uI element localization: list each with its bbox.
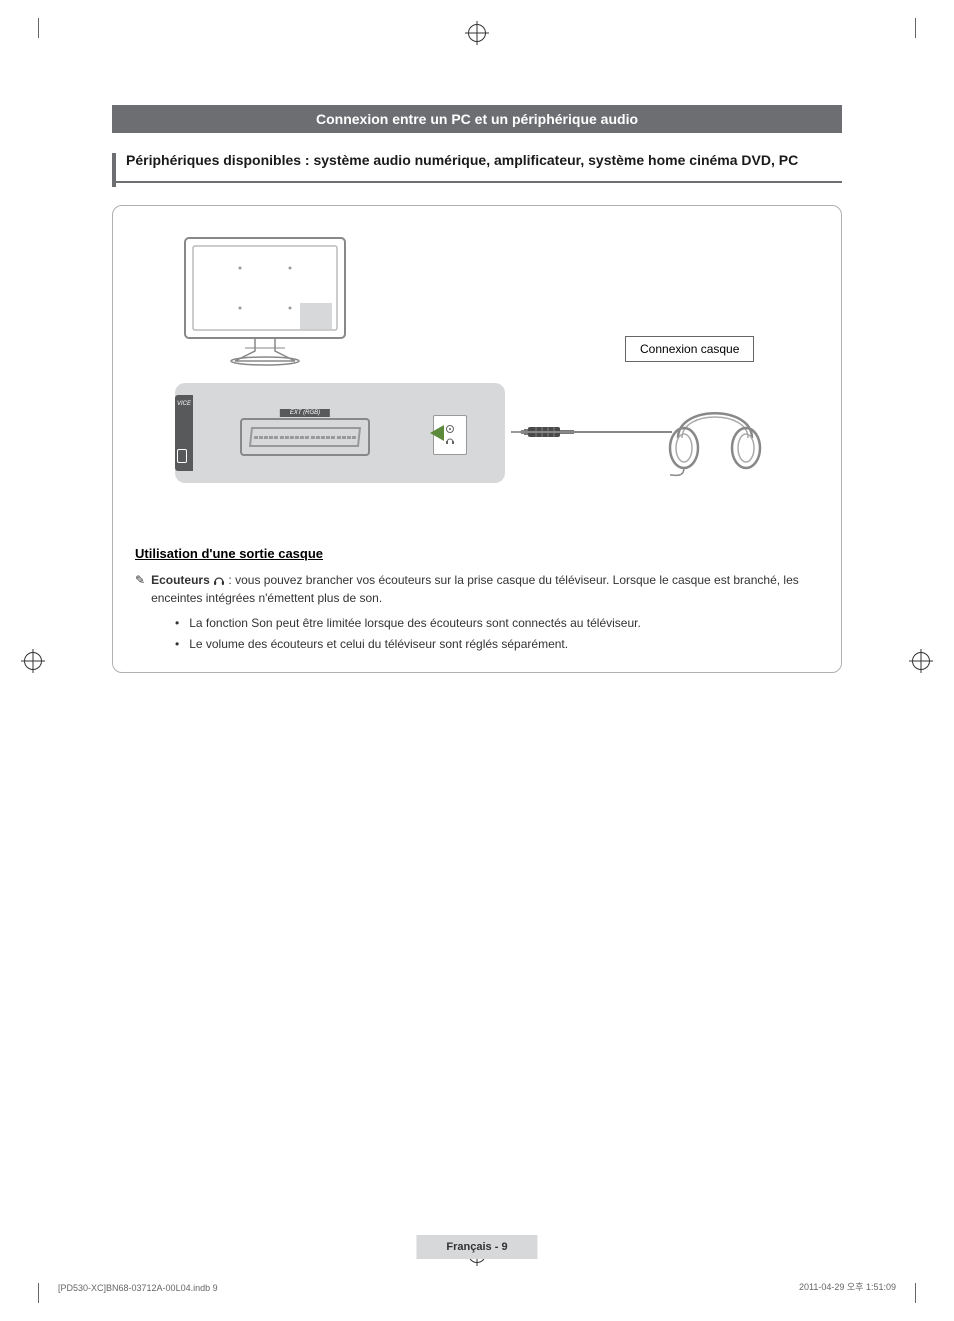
- cable-plug-icon: [511, 425, 579, 441]
- page-footer: Français - 9: [416, 1235, 537, 1259]
- note-text: Ecouteurs : vous pouvez brancher vos éco…: [151, 571, 819, 607]
- bullet-item: • La fonction Son peut être limitée lors…: [135, 613, 819, 633]
- note-line: ✎ Ecouteurs : vous pouvez brancher vos é…: [135, 571, 819, 607]
- panel-side-label: VICE: [177, 401, 191, 407]
- crop-mark: [896, 18, 916, 38]
- diagram-area: VICE EXT (RGB): [135, 228, 819, 538]
- tv-icon: [175, 233, 355, 373]
- note-icon: ✎: [135, 571, 145, 589]
- bullet-item: • Le volume des écouteurs et celui du té…: [135, 634, 819, 654]
- page-content: Connexion entre un PC et un périphérique…: [112, 105, 842, 673]
- crop-mark: [38, 1283, 58, 1303]
- headphones-icon: [660, 383, 770, 483]
- scart-label: EXT (RGB): [280, 409, 330, 417]
- registration-mark-icon: [912, 652, 930, 670]
- scart-port: EXT (RGB): [240, 418, 370, 456]
- bullet-dot: •: [175, 634, 179, 654]
- headphone-port-icon: [445, 436, 455, 446]
- crop-mark: [896, 1283, 916, 1303]
- arrow-icon: [430, 425, 444, 441]
- diagram-box: VICE EXT (RGB): [112, 205, 842, 673]
- bullet-dot: •: [175, 613, 179, 633]
- print-footer-right: 2011-04-29 오후 1:51:09: [799, 1280, 896, 1293]
- registration-mark-icon: [24, 652, 42, 670]
- print-footer-left: [PD530-XC]BN68-03712A-00L04.indb 9: [58, 1283, 218, 1293]
- bullet-text: Le volume des écouteurs et celui du télé…: [189, 634, 568, 654]
- registration-mark-icon: [468, 24, 486, 42]
- bullet-text: La fonction Son peut être limitée lorsqu…: [189, 613, 641, 633]
- headphone-label: Connexion casque: [625, 336, 754, 362]
- note-text-body: : vous pouvez brancher vos écouteurs sur…: [151, 573, 799, 605]
- panel-side: VICE: [175, 395, 193, 471]
- connection-panel: VICE EXT (RGB): [175, 383, 505, 483]
- subsection-bar: [112, 153, 116, 187]
- cable-line: [520, 431, 672, 433]
- subsection-underline: [112, 181, 842, 183]
- subsection-heading: Périphériques disponibles : système audi…: [112, 151, 842, 169]
- headphone-symbol-icon: [213, 575, 225, 587]
- section-header: Connexion entre un PC et un périphérique…: [112, 105, 842, 133]
- usage-title: Utilisation d'une sortie casque: [135, 546, 819, 561]
- crop-mark: [38, 18, 58, 38]
- subsection-title: Périphériques disponibles : système audi…: [126, 151, 842, 169]
- panel-side-shape: [177, 449, 187, 463]
- note-bold: Ecouteurs: [151, 573, 210, 587]
